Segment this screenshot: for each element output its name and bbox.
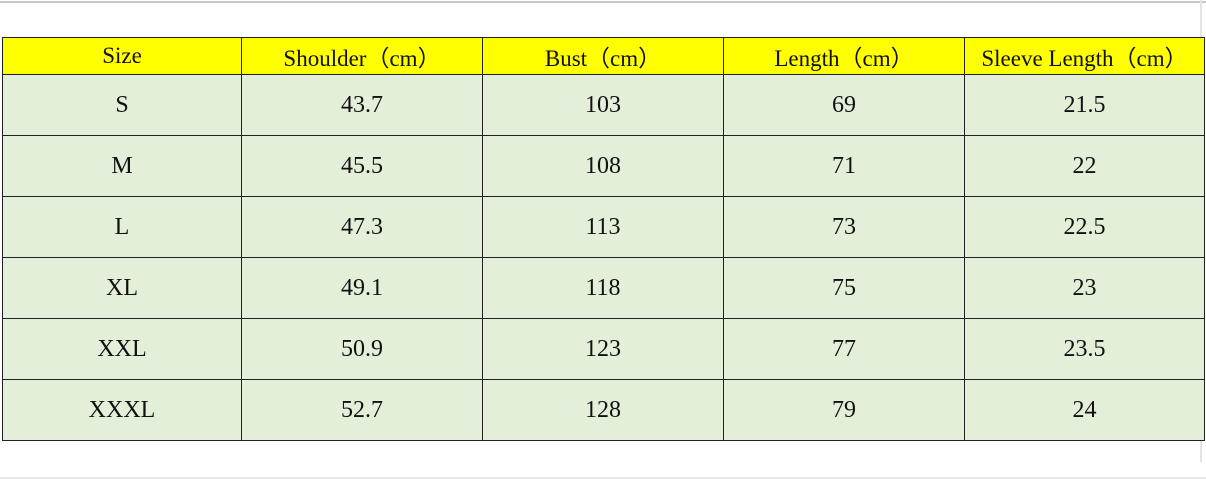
value-cell: 23.5	[964, 318, 1205, 380]
value-cell: 71	[723, 135, 965, 197]
table-row: XL 49.1 118 75 23	[2, 257, 1205, 319]
value-cell: 49.1	[241, 257, 483, 319]
value-cell: 79	[723, 379, 965, 441]
value-cell: 52.7	[241, 379, 483, 441]
size-cell: M	[2, 135, 242, 197]
table-row: M 45.5 108 71 22	[2, 135, 1205, 197]
table-row: S 43.7 103 69 21.5	[2, 74, 1205, 136]
value-cell: 73	[723, 196, 965, 258]
header-cell: Length（cm）	[723, 37, 965, 75]
size-cell: L	[2, 196, 242, 258]
value-cell: 75	[723, 257, 965, 319]
table-body: S 43.7 103 69 21.5 M 45.5 108 71 22 L 47.3 113 73 22.5…	[2, 74, 1205, 441]
divider	[0, 1, 1206, 3]
value-cell: 23	[964, 257, 1205, 319]
value-cell: 118	[482, 257, 724, 319]
size-cell: XXL	[2, 318, 242, 380]
value-cell: 21.5	[964, 74, 1205, 136]
value-cell: 128	[482, 379, 724, 441]
value-cell: 108	[482, 135, 724, 197]
header-row: Size Shoulder（cm） Bust（cm） Length（cm） Sleeve…	[2, 37, 1205, 75]
table-row: L 47.3 113 73 22.5	[2, 196, 1205, 258]
header-cell: Sleeve Length（cm）	[964, 37, 1205, 75]
value-cell: 22	[964, 135, 1205, 197]
table-row: XXXL 52.7 128 79 24	[2, 379, 1205, 441]
table-row: XXL 50.9 123 77 23.5	[2, 318, 1205, 380]
value-cell: 43.7	[241, 74, 483, 136]
value-cell: 77	[723, 318, 965, 380]
divider	[0, 477, 1206, 479]
value-cell: 113	[482, 196, 724, 258]
header-cell: Shoulder（cm）	[241, 37, 483, 75]
size-cell: S	[2, 74, 242, 136]
value-cell: 24	[964, 379, 1205, 441]
value-cell: 50.9	[241, 318, 483, 380]
value-cell: 123	[482, 318, 724, 380]
value-cell: 103	[482, 74, 724, 136]
size-cell: XL	[2, 257, 242, 319]
header-cell: Bust（cm）	[482, 37, 724, 75]
value-cell: 47.3	[241, 196, 483, 258]
value-cell: 45.5	[241, 135, 483, 197]
size-table: Size Shoulder（cm） Bust（cm） Length（cm） Sleeve…	[2, 37, 1205, 441]
value-cell: 22.5	[964, 196, 1205, 258]
header-cell: Size	[2, 37, 242, 75]
value-cell: 69	[723, 74, 965, 136]
size-cell: XXXL	[2, 379, 242, 441]
